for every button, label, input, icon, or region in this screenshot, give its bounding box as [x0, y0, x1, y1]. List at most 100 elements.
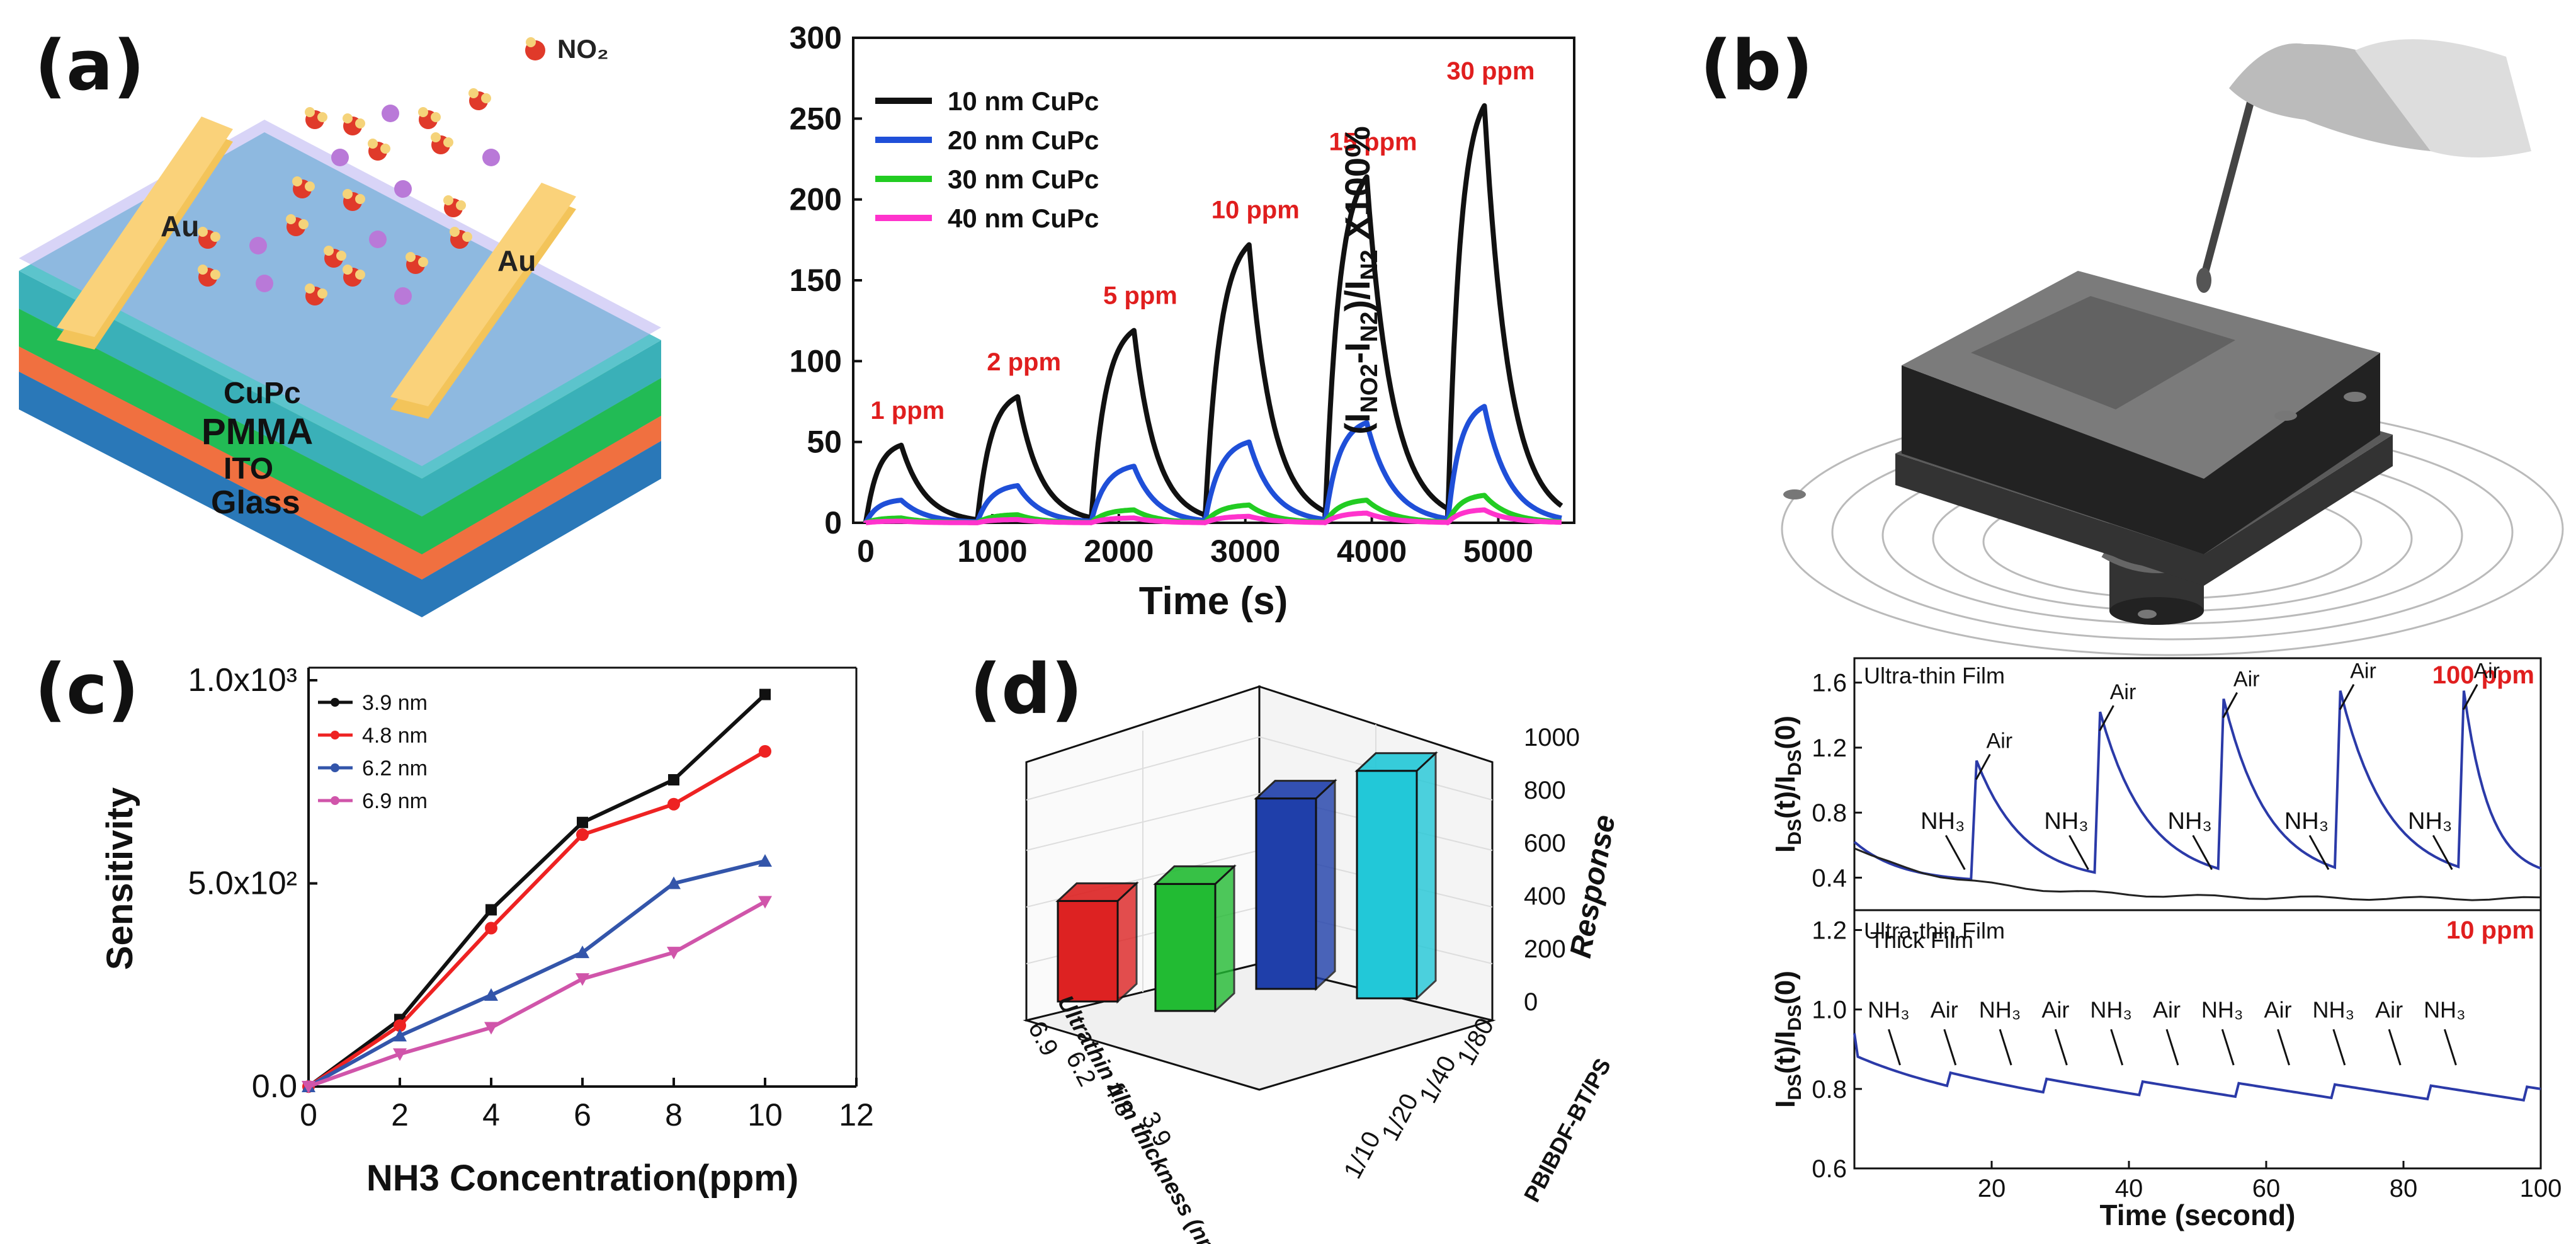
- y-tick-label: 0.8: [1812, 799, 1847, 827]
- gas-label-nh3: NH₃: [2408, 808, 2452, 835]
- data-point: [577, 816, 588, 828]
- series-line-thick-film: [1854, 847, 2541, 901]
- panel-label-d: (d): [970, 649, 1083, 729]
- y-tick-label: 200: [790, 182, 842, 217]
- bar-4.8: [1254, 779, 1337, 991]
- gas-sequence-label: NH₃: [2424, 996, 2466, 1022]
- series-line-4.8-nm: [307, 750, 766, 1088]
- arrow: [2192, 835, 2213, 870]
- panel-label-c: (c): [35, 649, 139, 729]
- y-axis-title-b-bottom: IDS(t)/IDS(0): [1770, 971, 1805, 1108]
- x-tick-label: 12: [839, 1097, 874, 1133]
- x-tick-label: 1000: [957, 534, 1027, 569]
- film-label-ultra-thin: Ultra-thin Film: [1864, 663, 2005, 688]
- pmma-molecule: [249, 237, 267, 254]
- no2-molecule: [198, 265, 220, 287]
- z-tick-label: 200: [1524, 935, 1566, 963]
- no2-molecule: [450, 227, 472, 249]
- legend-label: 3.9 nm: [362, 691, 428, 715]
- x-tick-label: 3000: [1210, 534, 1280, 569]
- legend-label: 40 nm CuPc: [948, 203, 1099, 233]
- no2-molecule: [198, 227, 220, 249]
- gas-label-air: Air: [2350, 659, 2376, 683]
- data-point: [668, 774, 679, 786]
- data-point: [759, 688, 771, 700]
- data-point: [576, 973, 589, 986]
- gas-label-nh3: NH₃: [1921, 808, 1965, 835]
- x-tick-label: 2000: [1084, 534, 1154, 569]
- no2-molecule: [343, 189, 365, 211]
- y-tick-label: 150: [790, 263, 842, 298]
- x-tick-label: 10: [747, 1097, 783, 1133]
- y-tick-label: 100: [790, 343, 842, 379]
- electrode-label-right: Au: [497, 244, 536, 277]
- layer-label-cupc: CuPc: [224, 377, 301, 410]
- gas-sequence-label: NH₃: [2090, 996, 2132, 1022]
- no2-molecule: [468, 88, 491, 110]
- arrow: [2462, 683, 2478, 710]
- legend-label: 20 nm CuPc: [948, 125, 1099, 155]
- gas-label-air: Air: [2110, 680, 2136, 704]
- legend-label: 30 nm CuPc: [948, 164, 1099, 194]
- pmma-molecule: [394, 180, 412, 198]
- arrow: [1999, 1029, 2012, 1066]
- y-tick-label: 1.0: [1812, 996, 1847, 1024]
- concentration-label: 1 ppm: [870, 397, 945, 425]
- arrow: [2221, 1029, 2235, 1066]
- series-line-ultra-thin-100ppm: [1853, 690, 2541, 881]
- no2-molecule: [431, 132, 453, 154]
- arrow: [2432, 835, 2453, 870]
- arrow: [2339, 683, 2355, 710]
- pmma-molecule: [394, 287, 412, 305]
- z-tick-label: 400: [1524, 882, 1566, 910]
- bar-3.9: [1354, 751, 1438, 1001]
- arrow: [2165, 1029, 2179, 1066]
- legend-marker: [331, 763, 339, 772]
- series-line-6.2-nm: [307, 859, 766, 1088]
- concentration-label: 10 ppm: [1211, 197, 1300, 224]
- layer-label-pmma: PMMA: [201, 411, 313, 452]
- response-chart-b: 0.4 0.8 1.2 1.6 0.6 0.8 1.0 1.2 20 40 60 80 100 Ultr…: [1770, 657, 2562, 1231]
- no2-molecule: [406, 252, 428, 274]
- data-point: [576, 945, 589, 959]
- no2-molecule: [343, 113, 365, 135]
- layer-label-glass: Glass: [211, 484, 300, 521]
- data-point: [758, 896, 772, 909]
- concentration-label: 5 ppm: [1103, 282, 1177, 310]
- x-axis-title-b: Time (second): [2100, 1199, 2296, 1231]
- arrow: [2388, 1029, 2402, 1066]
- legend-marker: [331, 731, 339, 739]
- x-tick-label: 0: [857, 534, 875, 569]
- x-tick-label: 80: [2390, 1175, 2418, 1202]
- data-point: [667, 947, 681, 960]
- x-tick-label: 100: [2520, 1175, 2562, 1202]
- series-line-6.9-nm: [307, 899, 766, 1088]
- series-line-3.9-nm: [307, 693, 767, 1088]
- electrode-label-left: Au: [161, 210, 199, 243]
- gas-sequence-label: NH₃: [1868, 996, 1910, 1022]
- x-tick-label: 60: [2252, 1175, 2281, 1202]
- no2-legend-icon: [525, 37, 545, 60]
- film-label-thick: Thick Film: [1870, 927, 1973, 953]
- gas-sequence-label: NH₃: [1979, 996, 2021, 1022]
- arrow: [2308, 835, 2330, 870]
- y-tick-label: 0.6: [1812, 1155, 1847, 1183]
- z-tick-label: 600: [1524, 830, 1566, 857]
- y-tick-label: 0.0: [252, 1068, 297, 1105]
- x-tick-label: 40: [2115, 1175, 2143, 1202]
- no2-molecule: [343, 265, 365, 287]
- x-tick-label: 0: [300, 1097, 317, 1133]
- concentration-label: 15 ppm: [1329, 128, 1417, 156]
- gas-label-air: Air: [1987, 729, 2013, 753]
- legend-label: 6.2 nm: [362, 756, 428, 780]
- response-chart-d: 020040060080010006.96.24.83.91/801/401/2…: [1023, 685, 1622, 1244]
- device-schematic: Au Au CuPc PMMA ITO Glass NO₂: [19, 34, 661, 617]
- no2-molecule: [443, 195, 466, 217]
- z-tick-label: 800: [1524, 777, 1566, 804]
- axes-frame-top: [1853, 657, 2542, 911]
- data-point: [485, 922, 497, 935]
- gas-label-nh3: NH₃: [2168, 808, 2212, 835]
- arrow: [2068, 835, 2089, 870]
- arrow: [2099, 705, 2114, 731]
- layer-label-ito: ITO: [224, 452, 273, 486]
